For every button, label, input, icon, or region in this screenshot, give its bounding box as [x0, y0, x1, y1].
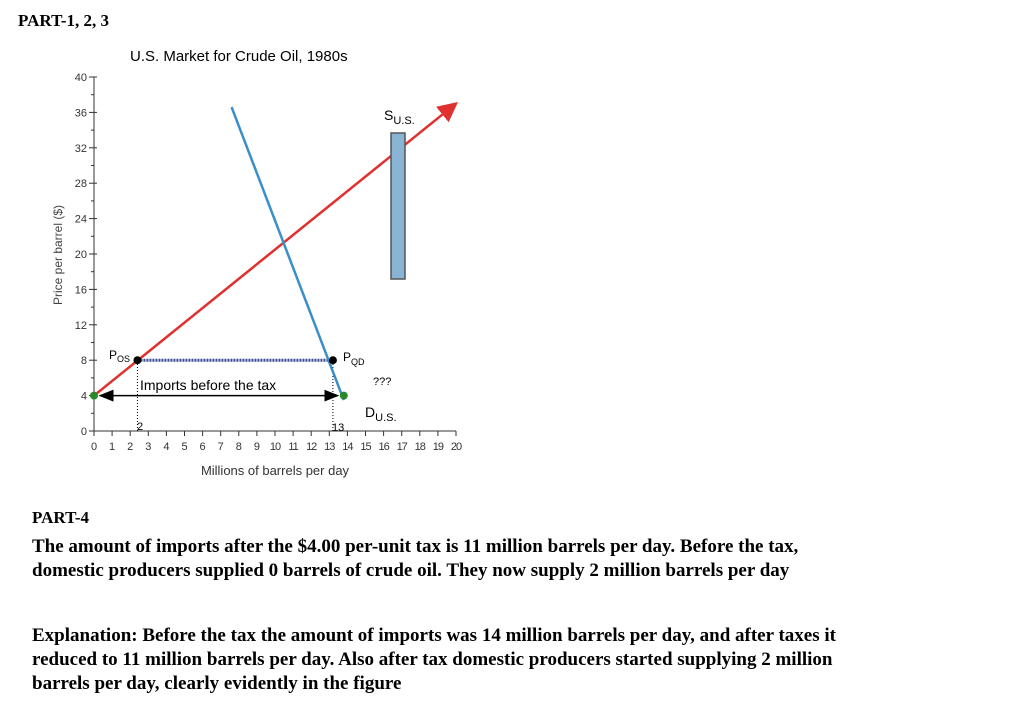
x-tick-label: 4 [163, 441, 169, 453]
pos-label: POS [109, 348, 130, 364]
y-tick-label: 36 [75, 107, 87, 119]
x-tick-label: 15 [360, 441, 371, 453]
y-tick-label: 8 [81, 355, 87, 367]
x-tick-label: 13 [324, 441, 335, 453]
y-tick-label: 20 [75, 249, 87, 261]
x-tick-label: 3 [145, 441, 151, 453]
qd-label: 13 [332, 422, 344, 434]
x-tick-label: 20 [451, 441, 462, 453]
y-tick-label: 40 [75, 72, 87, 84]
x-axis-label: Millions of barrels per day [201, 463, 350, 478]
crude-oil-market-chart: U.S. Market for Crude Oil, 1980s04812162… [51, 48, 463, 478]
chart-title: U.S. Market for Crude Oil, 1980s [130, 48, 348, 65]
y-tick-label: 12 [75, 320, 87, 332]
x-tick-label: 14 [342, 441, 353, 453]
x-tick-label: 11 [288, 441, 298, 453]
explanation-paragraph: Explanation: Before the tax the amount o… [32, 625, 836, 694]
y-tick-label: 24 [75, 214, 87, 226]
y-tick-label: 32 [75, 143, 87, 155]
tax-bar [390, 132, 406, 280]
x-tick-label: 12 [306, 441, 317, 453]
part-1-2-3-heading: PART-1, 2, 3 [18, 11, 110, 30]
equilibrium-point [133, 356, 142, 365]
y-tick-label: 28 [75, 178, 87, 190]
y-tick-label: 16 [75, 284, 87, 296]
answer-paragraph: The amount of imports after the $4.00 pe… [32, 536, 799, 581]
x-tick-label: 17 [397, 441, 408, 453]
x-tick-label: 10 [270, 441, 281, 453]
supply-label: SU.S. [384, 107, 415, 127]
x-tick-label: 9 [254, 441, 260, 453]
equilibrium-point [90, 391, 98, 400]
pqd-label: PQD [343, 350, 365, 367]
x-tick-label: 7 [218, 441, 224, 453]
x-tick-label: 1 [109, 441, 115, 453]
question-label: ??? [373, 376, 391, 388]
x-tick-label: 8 [236, 441, 242, 453]
x-tick-label: 18 [415, 441, 426, 453]
y-tick-label: 4 [81, 391, 87, 403]
y-tick-label: 0 [81, 426, 87, 438]
imports-label: Imports before the tax [140, 377, 276, 393]
x-tick-label: 2 [127, 441, 133, 453]
y-axis-label: Price per barrel ($) [51, 205, 65, 305]
x-tick-label: 19 [433, 441, 444, 453]
qs-label: 2 [137, 421, 143, 433]
x-tick-label: 6 [200, 441, 206, 453]
x-tick-label: 0 [91, 441, 97, 453]
x-tick-label: 5 [181, 441, 187, 453]
equilibrium-point [339, 391, 348, 400]
part-4-heading: PART-4 [32, 508, 90, 527]
equilibrium-point [328, 356, 337, 365]
demand-line [230, 106, 345, 401]
x-tick-label: 16 [378, 441, 389, 453]
demand-label: DU.S. [365, 404, 397, 424]
